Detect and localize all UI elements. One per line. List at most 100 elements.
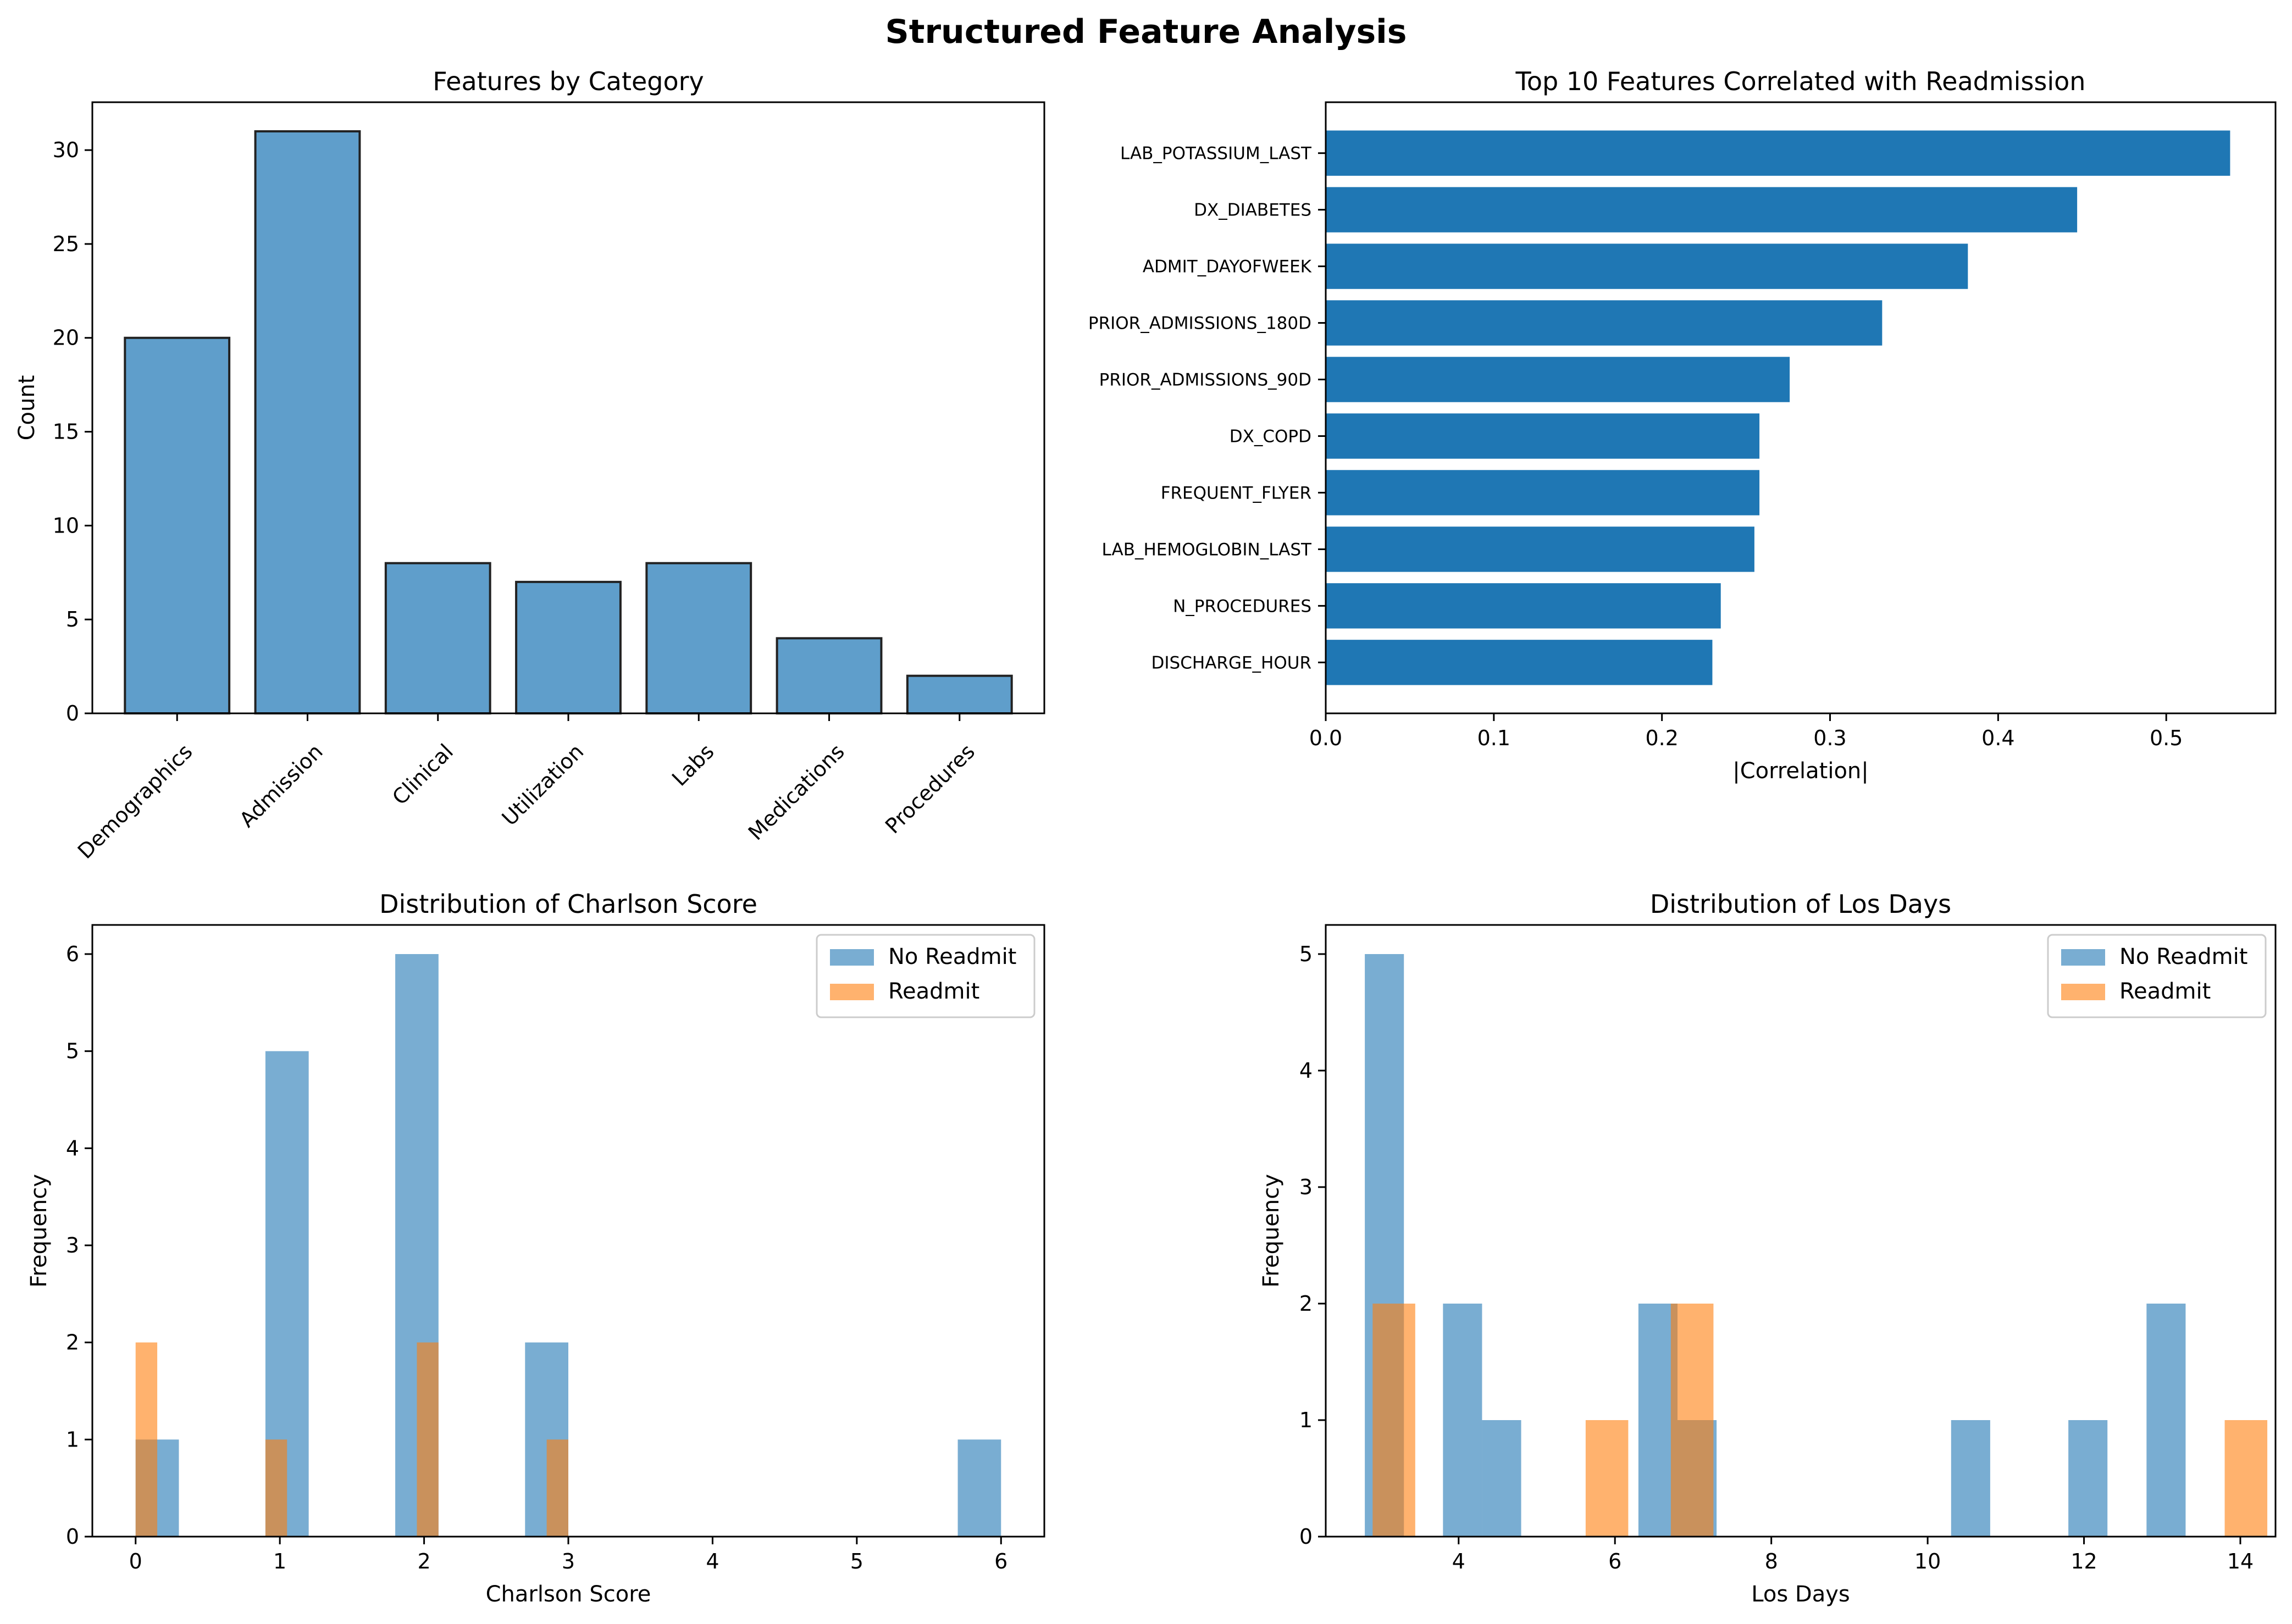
y-tick-label: LAB_POTASSIUM_LAST bbox=[1120, 144, 1312, 164]
hist-bar-no-readmit bbox=[1443, 1304, 1482, 1537]
x-tick-label: 4 bbox=[706, 1549, 719, 1573]
bar-utilization bbox=[515, 580, 622, 715]
x-tick-label: 0 bbox=[129, 1549, 142, 1573]
y-tick-label: 2 bbox=[66, 1331, 79, 1355]
bar-procedures bbox=[906, 674, 1013, 714]
bar-prior-admissions-180d bbox=[1326, 300, 1883, 346]
y-tick-label: 1 bbox=[1299, 1408, 1313, 1432]
x-tick-label: 14 bbox=[2227, 1549, 2254, 1573]
bar-n-procedures bbox=[1326, 583, 1721, 629]
x-tick-label: 0.1 bbox=[1477, 726, 1510, 750]
legend: No Readmit Readmit bbox=[2047, 934, 2267, 1018]
hist-bar-no-readmit bbox=[1482, 1420, 1521, 1537]
y-tick-label: 5 bbox=[66, 1039, 79, 1063]
hist-bar-no-readmit bbox=[1951, 1420, 1990, 1537]
y-axis-label: Count bbox=[14, 375, 40, 441]
panel-top-correlated-features: LAB_POTASSIUM_LAST DX_DIABETES ADMIT_DAYOF… bbox=[1088, 66, 2277, 784]
x-axis-label: |Correlation| bbox=[1732, 758, 1869, 784]
hist-bar-readmit bbox=[1372, 1304, 1415, 1537]
chart-title: Top 10 Features Correlated with Readmiss… bbox=[1515, 66, 2086, 96]
hist-bar-no-readmit bbox=[957, 1439, 1001, 1537]
x-axis-label: Los Days bbox=[1751, 1582, 1850, 1607]
y-tick-label: 15 bbox=[53, 420, 79, 444]
chart-title: Distribution of Charlson Score bbox=[379, 889, 757, 919]
y-tick-label: 1 bbox=[66, 1427, 79, 1451]
y-tick-label: 3 bbox=[1299, 1175, 1313, 1199]
legend-swatch-readmit bbox=[2061, 984, 2105, 1000]
x-tick-label: 0.5 bbox=[2150, 726, 2183, 750]
legend-swatch-no-readmit bbox=[830, 949, 874, 966]
bar-clinical bbox=[384, 562, 491, 714]
y-tick-label: 0 bbox=[1299, 1525, 1313, 1549]
legend-label-no-readmit: No Readmit bbox=[2119, 944, 2247, 969]
y-tick-label: 4 bbox=[66, 1136, 79, 1160]
legend: No Readmit Readmit bbox=[816, 934, 1036, 1018]
x-tick-label: 4 bbox=[1452, 1549, 1465, 1573]
x-tick-label: 0.3 bbox=[1813, 726, 1846, 750]
hist-bar-readmit bbox=[1670, 1304, 1714, 1537]
hist-bar-readmit bbox=[546, 1439, 568, 1537]
legend-swatch-no-readmit bbox=[2061, 949, 2105, 966]
hist-bar-readmit bbox=[265, 1439, 287, 1537]
y-tick-label: 5 bbox=[1299, 942, 1313, 966]
y-axis-label: Frequency bbox=[26, 1174, 52, 1288]
y-tick-label: 2 bbox=[1299, 1292, 1313, 1316]
hist-bar-readmit bbox=[417, 1342, 439, 1537]
panel-charlson-score-distribution: 0 1 2 3 4 5 6 0 1 2 3 4 5 6 Distribution of Charlson S… bbox=[26, 889, 1045, 1607]
hist-bar-readmit bbox=[1585, 1420, 1629, 1537]
chart-title: Features by Category bbox=[433, 66, 704, 96]
bar-admission bbox=[254, 130, 361, 714]
y-tick-label: DX_COPD bbox=[1230, 426, 1311, 446]
hist-bar-no-readmit bbox=[2068, 1420, 2108, 1537]
bar-lab-hemoglobin-last bbox=[1326, 526, 1754, 572]
bar-labs bbox=[645, 562, 752, 714]
x-tick-label: 8 bbox=[1765, 1549, 1778, 1573]
x-tick-label: 0.4 bbox=[1981, 726, 2014, 750]
figure-title: Structured Feature Analysis bbox=[885, 13, 1407, 51]
x-tick-label: 6 bbox=[1608, 1549, 1621, 1573]
y-tick-label: 5 bbox=[66, 607, 79, 631]
x-tick-label: 5 bbox=[850, 1549, 863, 1573]
y-tick-label: DX_DIABETES bbox=[1194, 201, 1311, 220]
y-tick-label: PRIOR_ADMISSIONS_90D bbox=[1099, 370, 1311, 390]
y-tick-label: DISCHARGE_HOUR bbox=[1151, 653, 1311, 673]
y-tick-label: N_PROCEDURES bbox=[1173, 596, 1311, 616]
hist-bar-no-readmit bbox=[2146, 1304, 2186, 1537]
x-tick-label: 0.0 bbox=[1309, 726, 1342, 750]
bar-medications bbox=[776, 637, 883, 715]
x-tick-label: 2 bbox=[417, 1549, 430, 1573]
bar-dx-copd bbox=[1326, 413, 1760, 459]
y-tick-label: 25 bbox=[53, 232, 79, 256]
y-tick-label: 10 bbox=[53, 513, 79, 537]
y-tick-label: 30 bbox=[53, 138, 79, 162]
bar-lab-potassium-last bbox=[1326, 130, 2230, 176]
x-tick-label: 3 bbox=[562, 1549, 575, 1573]
x-tick-label: 10 bbox=[1914, 1549, 1941, 1573]
y-tick-label: ADMIT_DAYOFWEEK bbox=[1143, 257, 1312, 277]
legend-label-readmit: Readmit bbox=[888, 979, 979, 1004]
hist-bar-readmit bbox=[135, 1342, 158, 1537]
bar-admit-dayofweek bbox=[1326, 243, 1968, 289]
plot-frame bbox=[91, 101, 1045, 714]
plot-frame bbox=[1325, 101, 2277, 714]
y-tick-label: FREQUENT_FLYER bbox=[1161, 483, 1311, 503]
legend-label-readmit: Readmit bbox=[2119, 979, 2211, 1004]
bar-frequent-flyer bbox=[1326, 470, 1760, 516]
y-tick-label: 4 bbox=[1299, 1058, 1313, 1083]
x-tick-label: 0.2 bbox=[1645, 726, 1678, 750]
y-tick-label: 20 bbox=[53, 326, 79, 350]
hist-bar-readmit bbox=[2224, 1420, 2268, 1537]
x-tick-label: 1 bbox=[273, 1549, 286, 1573]
x-tick-label: 6 bbox=[994, 1549, 1007, 1573]
plot-frame bbox=[1325, 924, 2277, 1538]
legend-label-no-readmit: No Readmit bbox=[888, 944, 1016, 969]
bar-discharge-hour bbox=[1326, 640, 1713, 685]
y-tick-label: PRIOR_ADMISSIONS_180D bbox=[1088, 314, 1311, 334]
chart-title: Distribution of Los Days bbox=[1650, 889, 1951, 919]
x-tick-label: 12 bbox=[2070, 1549, 2097, 1573]
legend-swatch-readmit bbox=[830, 984, 874, 1000]
x-axis-label: Charlson Score bbox=[486, 1582, 651, 1607]
plot-frame bbox=[91, 924, 1045, 1538]
